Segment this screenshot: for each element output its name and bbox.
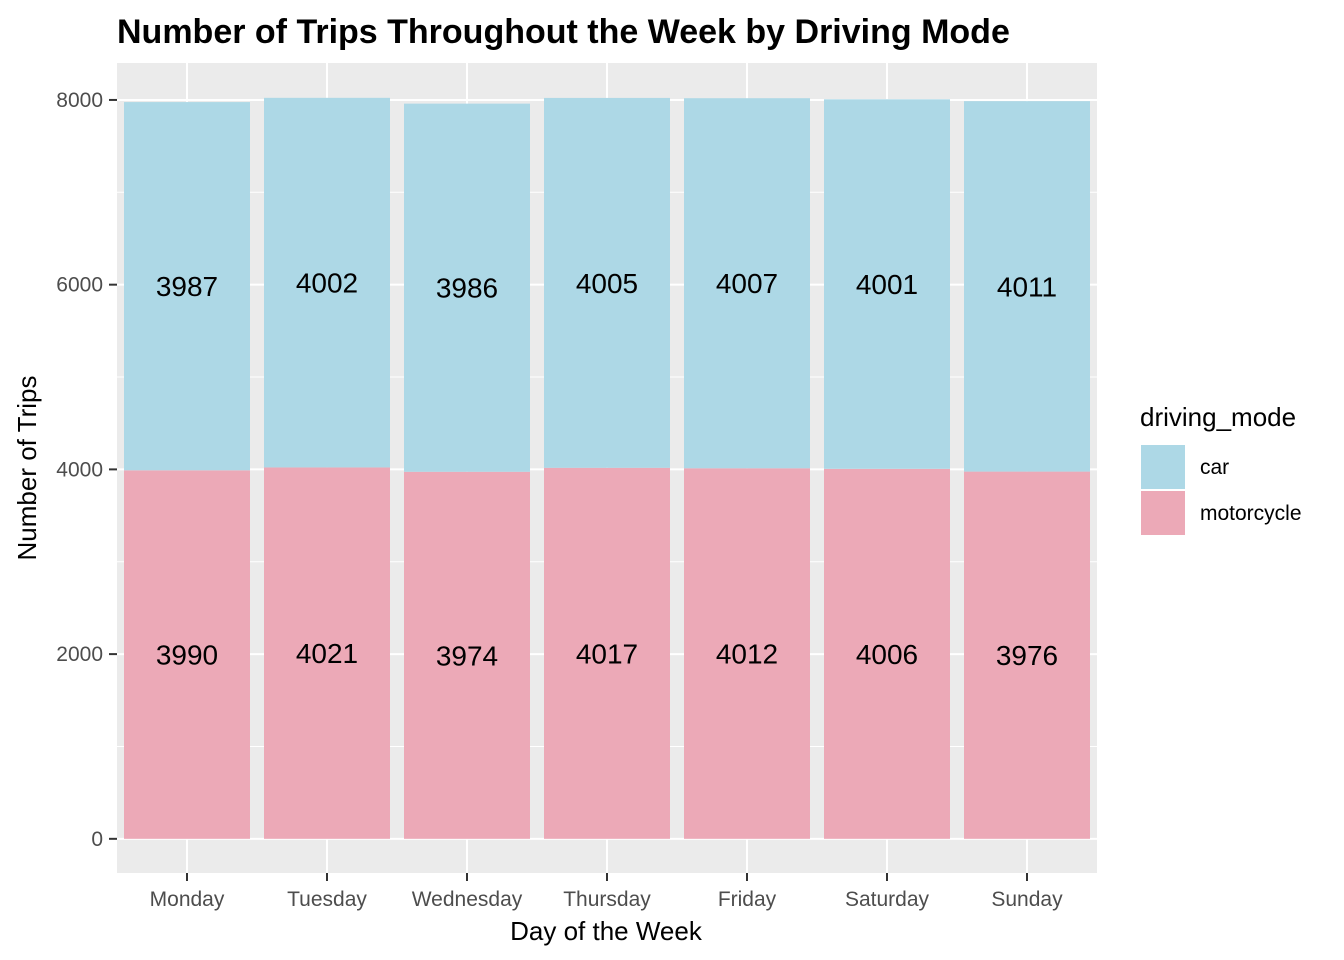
bar-motorcycle-thursday: [544, 467, 670, 839]
bar-car-thursday: [544, 97, 670, 468]
data-label: 4005: [576, 268, 638, 299]
legend-label-car: car: [1200, 456, 1229, 479]
data-labels: 3990 3987 4021 4002 3974 3986 4017 4005 4012 4007…: [156, 268, 1058, 672]
bar-motorcycle-sunday: [964, 471, 1090, 839]
bar-car-tuesday: [264, 97, 390, 468]
bar-motorcycle-monday: [124, 470, 250, 839]
chart-title: Number of Trips Throughout the Week by D…: [117, 13, 1010, 51]
data-label: 4001: [856, 269, 918, 300]
data-label: 3990: [156, 640, 218, 671]
legend-items: car motorcycle: [1139, 443, 1302, 537]
y-tick-label: 8000: [56, 89, 103, 112]
bar-car-saturday: [824, 99, 950, 469]
x-tick-label: Sunday: [991, 888, 1063, 911]
data-label: 4007: [716, 268, 778, 299]
data-label: 3987: [156, 271, 218, 302]
bar-motorcycle-saturday: [824, 468, 950, 839]
data-label: 4012: [716, 639, 778, 670]
legend-swatch-motorcycle: [1139, 489, 1187, 537]
x-tick-label: Monday: [150, 888, 225, 911]
x-tick-label: Thursday: [563, 888, 651, 911]
y-tick-label: 4000: [56, 458, 103, 481]
bar-motorcycle-tuesday: [264, 467, 390, 839]
x-axis-title: Day of the Week: [510, 916, 703, 946]
x-tick-label: Saturday: [845, 888, 930, 911]
bar-car-monday: [124, 102, 250, 471]
x-axis: Monday Tuesday Wednesday Thursday Friday Satu…: [150, 873, 1063, 911]
x-tick-label: Tuesday: [287, 888, 367, 911]
x-tick-label: Friday: [718, 888, 777, 911]
data-label: 4006: [856, 639, 918, 670]
data-label: 3976: [996, 640, 1058, 671]
legend-title: driving_mode: [1140, 402, 1296, 432]
y-tick-label: 2000: [56, 643, 103, 666]
y-tick-label: 0: [91, 828, 103, 851]
bar-motorcycle-friday: [684, 468, 810, 839]
data-label: 4002: [296, 268, 358, 299]
legend-label-motorcycle: motorcycle: [1200, 502, 1302, 525]
data-label: 3974: [436, 640, 498, 671]
y-axis: 0 2000 4000 6000 8000: [56, 89, 117, 851]
legend-swatch-car: [1139, 443, 1187, 491]
legend: driving_mode car motorcycle: [1139, 402, 1302, 537]
data-label: 4017: [576, 638, 638, 669]
bar-car-friday: [684, 98, 810, 469]
x-tick-label: Wednesday: [412, 888, 523, 911]
bars: [124, 97, 1090, 839]
data-label: 4021: [296, 638, 358, 669]
y-tick-label: 6000: [56, 274, 103, 297]
y-axis-title: Number of Trips: [12, 376, 42, 561]
bar-motorcycle-wednesday: [404, 471, 530, 839]
bar-car-sunday: [964, 101, 1090, 472]
data-label: 3986: [436, 273, 498, 304]
bar-car-wednesday: [404, 103, 530, 472]
data-label: 4011: [997, 271, 1057, 302]
